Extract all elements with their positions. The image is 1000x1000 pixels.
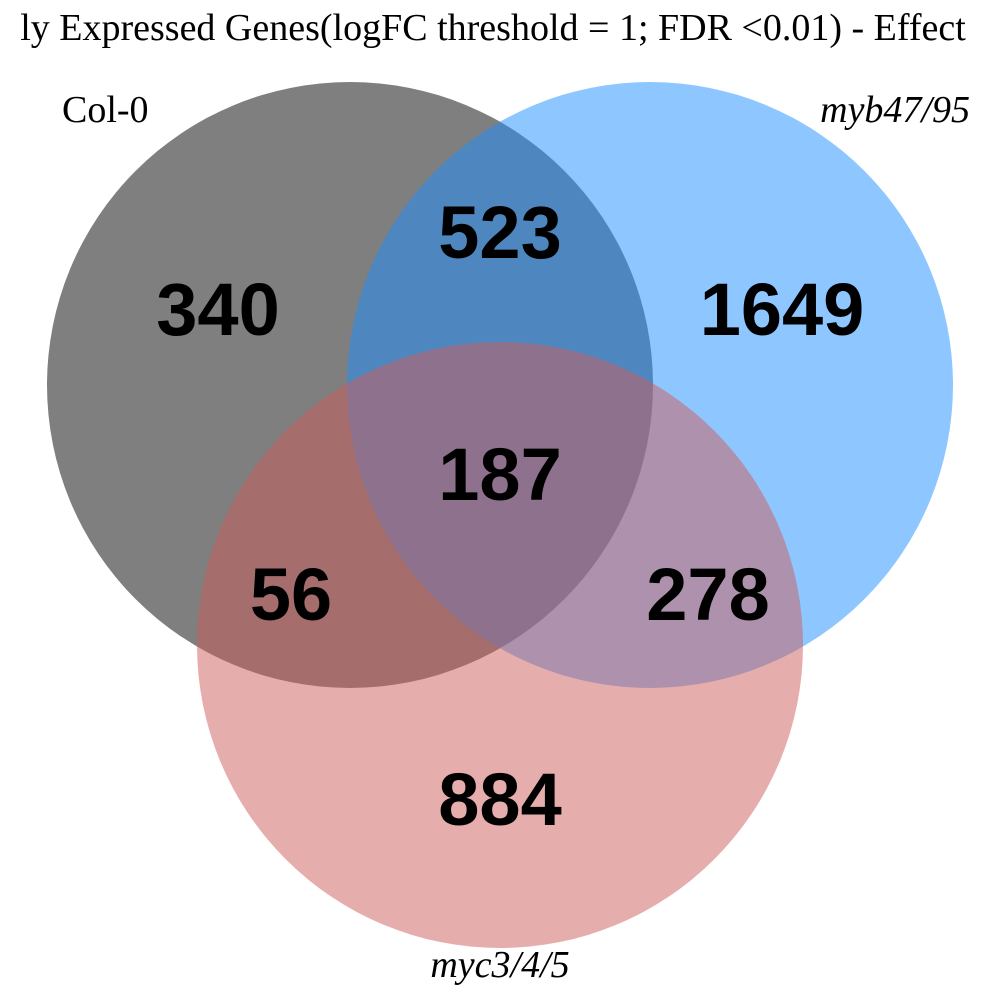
diagram-title: ly Expressed Genes(logFC threshold = 1; … [20,7,966,49]
region-myb-only-count: 1649 [700,268,865,351]
set-label-myb47-95: myb47/95 [820,89,970,131]
region-col0-myb-count: 523 [438,191,561,274]
region-counts: 340 523 1649 187 56 278 884 [156,191,864,841]
region-myc-only-count: 884 [438,758,561,841]
circle-myc3-4-5 [197,342,803,948]
region-all-three-count: 187 [438,433,561,516]
region-col0-myc-count: 56 [250,553,332,636]
region-col0-only-count: 340 [156,268,279,351]
region-myb-myc-count: 278 [646,553,769,636]
set-label-myc3-4-5: myc3/4/5 [430,944,569,986]
venn-circles [47,82,953,948]
set-label-col0: Col-0 [62,89,149,131]
